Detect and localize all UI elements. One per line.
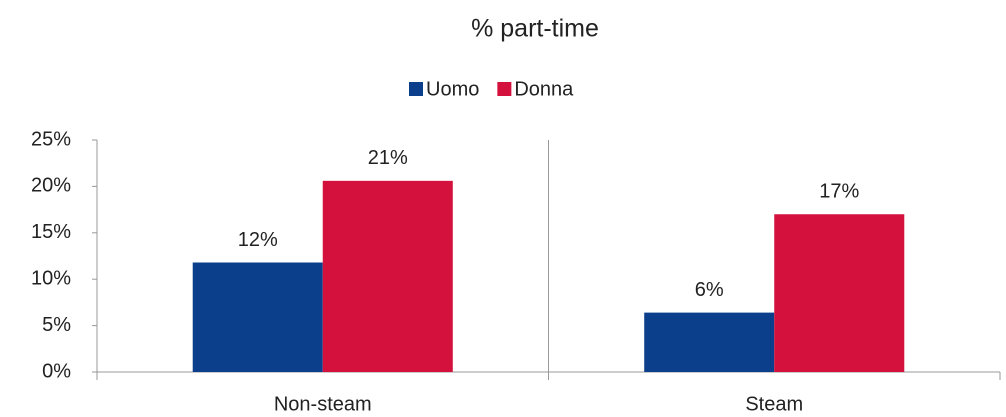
data-label: 21% xyxy=(368,147,408,169)
legend-label: Donna xyxy=(514,78,574,100)
y-tick-label: 0% xyxy=(42,360,71,382)
x-tick-label: Steam xyxy=(745,393,803,415)
data-label: 6% xyxy=(695,279,724,301)
data-label: 17% xyxy=(819,181,859,203)
bar xyxy=(322,180,453,372)
bar xyxy=(192,262,323,372)
y-tick-label: 5% xyxy=(42,314,71,336)
bar xyxy=(774,214,905,372)
y-tick-label: 10% xyxy=(31,267,71,289)
data-label: 12% xyxy=(238,229,278,251)
legend-label: Uomo xyxy=(426,78,479,100)
chart-title: % part-time xyxy=(471,15,599,43)
legend-swatch xyxy=(497,82,512,96)
y-tick-label: 25% xyxy=(31,128,71,150)
legend-swatch xyxy=(409,82,423,96)
bar xyxy=(644,312,775,372)
y-tick-label: 15% xyxy=(31,221,71,243)
x-tick-label: Non-steam xyxy=(274,393,372,415)
y-tick-label: 20% xyxy=(31,175,71,197)
